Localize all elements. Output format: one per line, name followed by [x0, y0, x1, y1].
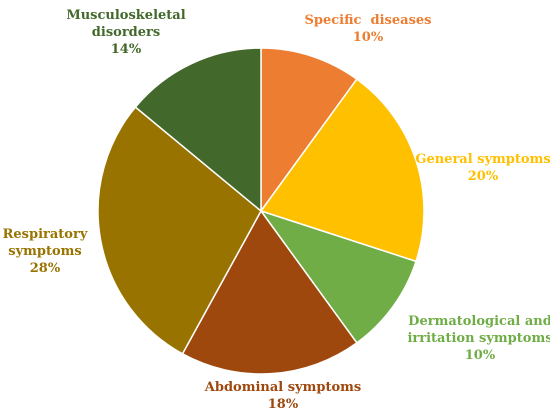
- pie-slice-6: [134, 47, 262, 213]
- slice-label-2: General symptoms 20%: [415, 152, 550, 184]
- pie-slice-5: [97, 106, 262, 355]
- slice-category-label: irritation symptoms: [407, 331, 550, 346]
- slice-pct-label: 28%: [30, 261, 61, 276]
- slice-label-5: Respiratory symptoms 28%: [3, 227, 88, 276]
- slice-pct-label: 18%: [268, 397, 299, 412]
- slice-label-4: Abdominal symptoms 18%: [204, 380, 361, 412]
- slice-label-1: Specific diseases 10%: [305, 13, 432, 45]
- slice-category-label: Abdominal symptoms: [204, 380, 361, 395]
- pie-labels: Specific diseases 10% General symptoms 20% D…: [3, 8, 550, 412]
- slice-category-label: disorders: [92, 25, 160, 40]
- slice-category-label: Dermatological and: [408, 314, 550, 329]
- slice-category-label: Respiratory: [3, 227, 88, 242]
- pie-slices: [97, 47, 425, 375]
- slice-pct-label: 20%: [468, 169, 499, 184]
- slice-label-3: Dermatological and irritation symptoms 10%: [407, 314, 550, 363]
- pie-slice-2: [259, 78, 425, 263]
- slice-category-label: Specific diseases: [305, 13, 432, 28]
- slice-pct-label: 10%: [465, 348, 496, 363]
- pie-slice-3: [259, 209, 417, 344]
- slice-category-label: General symptoms: [415, 152, 550, 167]
- slice-pct-label: 14%: [111, 42, 142, 57]
- slice-category-label: Musculoskeletal: [66, 8, 185, 23]
- slice-label-6: Musculoskeletal disorders 14%: [66, 8, 185, 57]
- pie-slice-4: [181, 209, 358, 375]
- slice-pct-label: 10%: [353, 30, 384, 45]
- pie-slice-1: [260, 47, 358, 214]
- slice-category-label: symptoms: [8, 244, 81, 259]
